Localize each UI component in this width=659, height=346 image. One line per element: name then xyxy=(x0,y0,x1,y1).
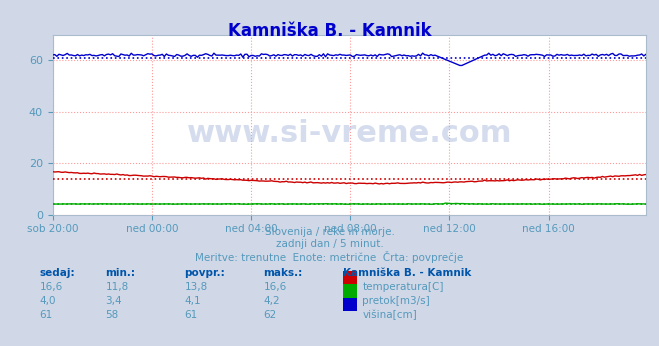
Text: 62: 62 xyxy=(264,310,277,320)
Text: povpr.:: povpr.: xyxy=(185,268,225,278)
Text: 61: 61 xyxy=(185,310,198,320)
Text: 4,0: 4,0 xyxy=(40,296,56,306)
Text: temperatura[C]: temperatura[C] xyxy=(362,282,444,292)
Text: Meritve: trenutne  Enote: metrične  Črta: povprečje: Meritve: trenutne Enote: metrične Črta: … xyxy=(195,251,464,263)
Text: zadnji dan / 5 minut.: zadnji dan / 5 minut. xyxy=(275,239,384,249)
Text: 16,6: 16,6 xyxy=(40,282,63,292)
Text: maks.:: maks.: xyxy=(264,268,303,278)
Text: Kamniška B. - Kamnik: Kamniška B. - Kamnik xyxy=(343,268,471,278)
Text: 61: 61 xyxy=(40,310,53,320)
Text: višina[cm]: višina[cm] xyxy=(362,310,417,320)
Text: sedaj:: sedaj: xyxy=(40,268,75,278)
Text: pretok[m3/s]: pretok[m3/s] xyxy=(362,296,430,306)
Text: 13,8: 13,8 xyxy=(185,282,208,292)
Text: 16,6: 16,6 xyxy=(264,282,287,292)
Text: 58: 58 xyxy=(105,310,119,320)
Text: Kamniška B. - Kamnik: Kamniška B. - Kamnik xyxy=(228,22,431,40)
Text: min.:: min.: xyxy=(105,268,136,278)
Text: 11,8: 11,8 xyxy=(105,282,129,292)
Text: 4,1: 4,1 xyxy=(185,296,201,306)
Text: 3,4: 3,4 xyxy=(105,296,122,306)
Text: Slovenija / reke in morje.: Slovenija / reke in morje. xyxy=(264,227,395,237)
Text: 4,2: 4,2 xyxy=(264,296,280,306)
Text: www.si-vreme.com: www.si-vreme.com xyxy=(186,119,512,148)
